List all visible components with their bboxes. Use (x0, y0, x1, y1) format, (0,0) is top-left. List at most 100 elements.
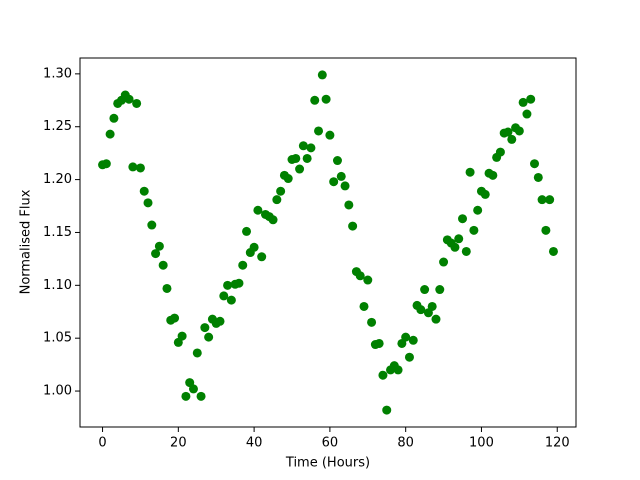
y-tick-label: 1.10 (43, 278, 72, 293)
x-tick-label: 120 (545, 436, 570, 451)
x-tick-label: 100 (469, 436, 494, 451)
point (257, 252, 267, 262)
point (332, 156, 342, 166)
point (181, 391, 191, 401)
point (427, 301, 437, 311)
point (128, 162, 138, 172)
point (533, 172, 543, 182)
point (234, 278, 244, 288)
point (439, 257, 449, 267)
point (329, 177, 339, 187)
point (548, 246, 558, 256)
point (461, 246, 471, 256)
point (401, 332, 411, 342)
point (340, 181, 350, 191)
point (109, 113, 119, 123)
point (416, 305, 426, 315)
point (204, 332, 214, 342)
point (154, 241, 164, 251)
y-tick-label: 1.15 (43, 225, 72, 240)
point (344, 200, 354, 210)
point (363, 275, 373, 285)
point (196, 391, 206, 401)
point (404, 352, 414, 362)
point (537, 195, 547, 205)
plot-frame (79, 57, 577, 428)
point (124, 94, 134, 104)
point (325, 130, 335, 140)
point (177, 331, 187, 341)
point (420, 285, 430, 295)
point (348, 221, 358, 231)
point (105, 129, 115, 139)
point (306, 143, 316, 153)
point (162, 283, 172, 293)
y-tick-label: 1.05 (43, 331, 72, 346)
x-tick-label: 60 (322, 436, 339, 451)
point (219, 291, 229, 301)
point (378, 370, 388, 380)
point (302, 153, 312, 163)
point (469, 225, 479, 235)
point (526, 94, 536, 104)
point (276, 186, 286, 196)
point (139, 186, 149, 196)
point (514, 126, 524, 136)
point (503, 127, 513, 137)
point (238, 260, 248, 270)
point (450, 242, 460, 252)
point (336, 171, 346, 181)
point (223, 280, 233, 290)
point (314, 126, 324, 136)
point (435, 285, 445, 295)
point (355, 271, 365, 281)
y-tick-label: 1.30 (43, 66, 72, 81)
point (317, 70, 327, 80)
x-tick-label: 0 (98, 436, 106, 451)
point (151, 249, 161, 259)
point (310, 95, 320, 105)
point (408, 335, 418, 345)
point (374, 338, 384, 348)
point (291, 153, 301, 163)
y-tick-label: 1.25 (43, 119, 72, 134)
point (393, 365, 403, 375)
point (454, 234, 464, 244)
point (268, 215, 278, 225)
point (192, 348, 202, 358)
x-axis-label: Time (Hours) (285, 456, 370, 471)
point (253, 205, 263, 215)
y-tick-label: 1.00 (43, 384, 72, 399)
y-axis-label: Normalised Flux (19, 189, 34, 294)
point (170, 313, 180, 323)
point (147, 220, 157, 230)
point (473, 205, 483, 215)
point (518, 97, 528, 107)
point (101, 159, 111, 169)
point (480, 189, 490, 199)
point (272, 195, 282, 205)
point (465, 167, 475, 177)
point (541, 225, 551, 235)
x-tick-label: 80 (397, 436, 414, 451)
point (298, 141, 308, 151)
point (382, 405, 392, 415)
point (321, 94, 331, 104)
point (495, 147, 505, 157)
point (283, 174, 293, 184)
point (143, 198, 153, 208)
point (132, 98, 142, 108)
point (359, 301, 369, 311)
point (488, 170, 498, 180)
point (188, 384, 198, 394)
point (135, 163, 145, 173)
y-tick-label: 1.20 (43, 172, 72, 187)
point (545, 195, 555, 205)
point (507, 134, 517, 144)
point (522, 109, 532, 119)
point (200, 323, 210, 333)
point (295, 164, 305, 174)
point (458, 214, 468, 224)
